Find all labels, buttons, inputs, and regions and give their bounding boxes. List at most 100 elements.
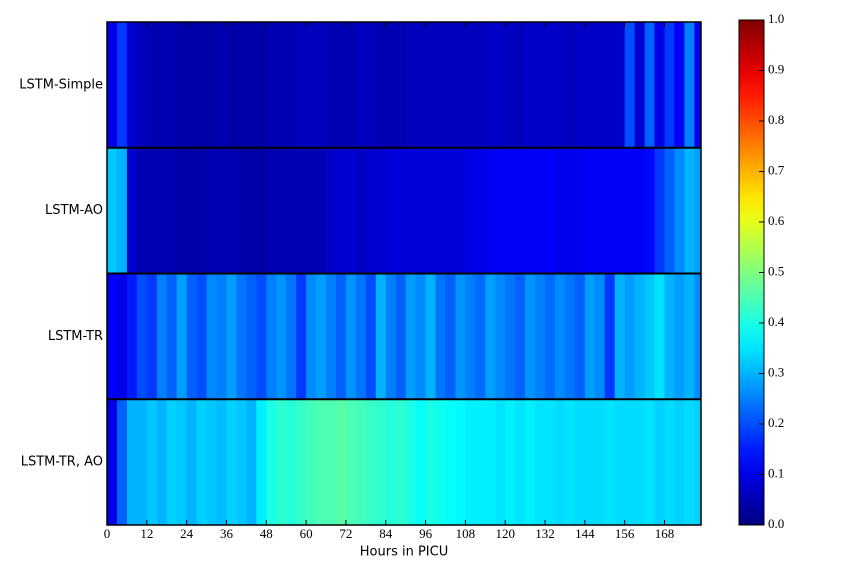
cell	[674, 147, 685, 274]
cell	[196, 147, 208, 274]
cell	[296, 273, 307, 400]
cell	[455, 147, 466, 274]
cell	[694, 147, 701, 274]
cell	[415, 22, 427, 148]
cell	[216, 399, 227, 525]
cell	[176, 147, 188, 274]
cell	[236, 273, 247, 400]
y-tick-label: LSTM-AO	[45, 203, 103, 218]
cell	[485, 399, 496, 525]
cell	[455, 273, 466, 400]
cell	[236, 22, 247, 148]
cell	[266, 273, 277, 400]
cell	[246, 147, 257, 274]
cell	[525, 22, 536, 148]
y-tick-label: LSTM-Simple	[19, 77, 103, 92]
cell	[614, 399, 626, 525]
heatmap	[107, 22, 701, 525]
cell	[485, 22, 496, 148]
cell	[146, 22, 158, 148]
cell	[475, 147, 486, 274]
cell	[116, 22, 128, 148]
cell	[525, 147, 536, 274]
cell	[107, 147, 118, 274]
cell	[146, 273, 158, 400]
cell	[445, 22, 456, 148]
cell	[525, 273, 536, 400]
cell	[554, 147, 566, 274]
cell	[335, 22, 347, 148]
cell	[415, 399, 427, 525]
cell	[684, 22, 695, 148]
cell	[664, 399, 675, 525]
cell	[296, 147, 307, 274]
cell	[475, 273, 486, 400]
cell	[365, 399, 377, 525]
cell	[505, 273, 516, 400]
cell	[246, 22, 257, 148]
cell	[256, 22, 267, 148]
cell	[495, 147, 506, 274]
cell	[166, 147, 178, 274]
cell	[176, 273, 188, 400]
cell	[634, 273, 646, 400]
x-tick-label: 12	[140, 526, 153, 541]
cell	[107, 399, 118, 525]
colorbar-tick-label: 0.5	[768, 263, 784, 278]
cell	[405, 22, 417, 148]
cell	[306, 147, 317, 274]
cell	[535, 22, 546, 148]
x-tick-label: 24	[180, 526, 194, 541]
cell	[554, 273, 566, 400]
cell	[425, 22, 437, 148]
cell	[136, 273, 148, 400]
colorbar-tick-label: 0.2	[768, 415, 784, 430]
x-tick-label: 132	[535, 526, 555, 541]
cell	[505, 147, 516, 274]
cell	[186, 147, 198, 274]
cell	[614, 273, 626, 400]
cell	[594, 273, 606, 400]
cell	[644, 147, 656, 274]
colorbar-tick-label: 0.0	[768, 516, 784, 531]
cell	[345, 399, 357, 525]
cell	[326, 22, 337, 148]
cell	[365, 22, 377, 148]
cell	[107, 273, 118, 400]
cell	[116, 399, 128, 525]
cell	[395, 147, 407, 274]
cell	[246, 273, 257, 400]
cell	[126, 22, 138, 148]
cell	[116, 273, 128, 400]
x-tick-label: 84	[379, 526, 393, 541]
cell	[316, 273, 327, 400]
cell	[335, 147, 347, 274]
cell	[216, 22, 227, 148]
cell	[535, 147, 546, 274]
cell	[156, 399, 168, 525]
cell	[316, 399, 327, 525]
cell	[614, 147, 626, 274]
x-tick-label: 168	[655, 526, 675, 541]
cell	[116, 147, 128, 274]
cell	[375, 273, 387, 400]
cell	[654, 399, 665, 525]
x-tick-label: 120	[495, 526, 515, 541]
cell	[535, 273, 546, 400]
cell	[146, 399, 158, 525]
x-tick-label: 0	[104, 526, 111, 541]
cell	[574, 147, 586, 274]
cell	[564, 273, 576, 400]
cell	[146, 147, 158, 274]
x-tick-label: 48	[260, 526, 273, 541]
cell	[445, 147, 456, 274]
colorbar-tick-label: 0.3	[768, 364, 784, 379]
cell	[316, 147, 327, 274]
cell	[206, 22, 218, 148]
cell	[286, 273, 297, 400]
cell	[564, 22, 576, 148]
cell	[525, 399, 536, 525]
cell	[335, 273, 347, 400]
cell	[345, 147, 357, 274]
